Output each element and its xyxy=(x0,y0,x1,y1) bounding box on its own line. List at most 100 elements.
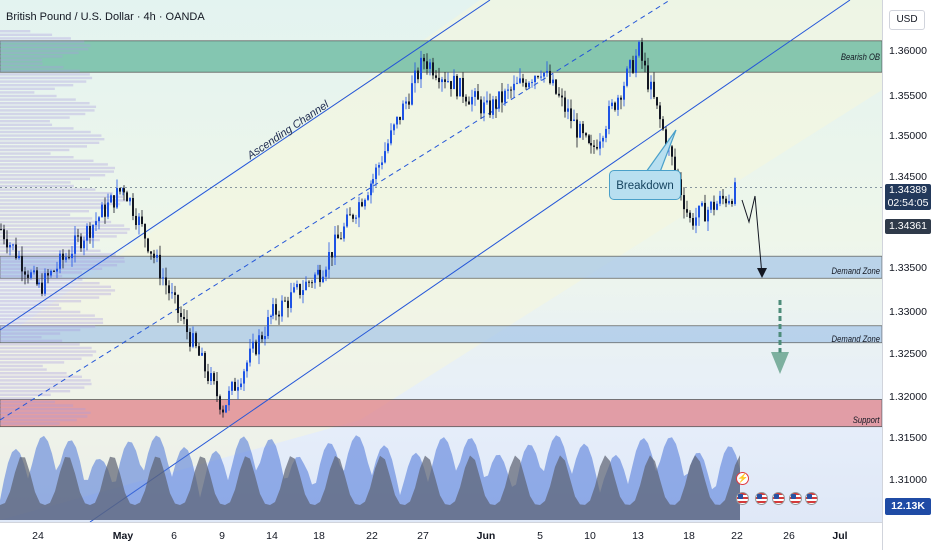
volume-profile-bar xyxy=(0,148,70,152)
time-tick: 18 xyxy=(683,530,695,542)
volume-profile-bar xyxy=(0,206,108,209)
candle-body xyxy=(92,225,94,238)
candle-body xyxy=(608,106,610,130)
candle-body xyxy=(281,300,283,317)
us-flag-icon[interactable] xyxy=(736,492,749,505)
volume-profile-bar xyxy=(0,321,104,324)
time-tick: 10 xyxy=(584,530,596,542)
time-tick: 5 xyxy=(537,530,543,542)
candle-body xyxy=(287,300,289,308)
candle-body xyxy=(243,371,245,384)
candle-body xyxy=(264,336,266,340)
zone-1 xyxy=(0,255,882,279)
candle-body xyxy=(647,65,649,90)
candle-body xyxy=(101,204,103,218)
channel-upper-line xyxy=(0,0,491,331)
candle-body xyxy=(531,82,533,84)
candle-body xyxy=(501,91,503,103)
chart-canvas[interactable]: British Pound / U.S. Dollar · 4h · OANDA… xyxy=(0,0,882,522)
lightning-icon[interactable]: ⚡ xyxy=(736,472,749,485)
candle-body xyxy=(27,274,29,278)
candle-body xyxy=(246,362,248,372)
time-tick: 22 xyxy=(366,530,378,542)
us-flag-icon[interactable] xyxy=(772,492,785,505)
us-flag-icon[interactable] xyxy=(789,492,802,505)
candle-body xyxy=(510,89,512,91)
candle-body xyxy=(558,93,560,96)
candle-body xyxy=(83,240,85,249)
volume-profile-bar xyxy=(0,98,76,101)
volume-profile-bar xyxy=(0,303,59,306)
candle-body xyxy=(147,238,149,252)
candle-body xyxy=(384,151,386,163)
candle-body xyxy=(725,198,727,204)
volume-profile-bar xyxy=(0,386,85,389)
candle-body xyxy=(710,201,712,210)
candle-body xyxy=(195,333,197,347)
candle-body xyxy=(47,273,49,276)
candle-body xyxy=(346,214,348,227)
volume-profile-bar xyxy=(0,271,82,274)
volume-profile-bar xyxy=(0,156,74,159)
volume-profile-bar xyxy=(0,397,34,400)
candle-body xyxy=(474,91,476,97)
volume-profile-bar xyxy=(0,213,71,216)
candle-body xyxy=(355,217,357,219)
candle-body xyxy=(62,253,64,260)
candle-body xyxy=(617,97,619,110)
volume-profile-bar xyxy=(0,292,112,296)
candle-body xyxy=(317,269,319,275)
price-tick: 1.31500 xyxy=(889,432,927,444)
us-flag-icon[interactable] xyxy=(805,492,818,505)
candle-body xyxy=(129,198,131,202)
time-tick: May xyxy=(112,530,134,542)
volume-profile-bar xyxy=(0,174,106,177)
volume-profile-bar xyxy=(0,357,82,360)
candle-body xyxy=(513,83,515,91)
candle-body xyxy=(456,75,458,97)
zone-label-bearish-ob: Bearish OB xyxy=(840,52,880,62)
volume-profile-bar xyxy=(0,87,55,90)
volume-profile-bar xyxy=(0,145,88,148)
candle-body xyxy=(611,102,613,107)
candle-body xyxy=(516,82,518,84)
time-tick: 13 xyxy=(632,530,644,542)
candle-body xyxy=(278,314,280,317)
candle-body xyxy=(650,81,652,90)
candle-body xyxy=(33,270,35,273)
time-tick: 6 xyxy=(171,530,177,542)
candle-body xyxy=(3,229,5,240)
candle-body xyxy=(540,76,542,78)
time-tick: 14 xyxy=(266,530,278,542)
volume-profile-bar xyxy=(0,66,64,69)
volume-profile-bar xyxy=(0,246,81,249)
current-price: 1.34389 xyxy=(889,184,927,196)
close-price-tag: 1.34361 xyxy=(885,219,931,234)
candle-body xyxy=(9,245,11,248)
time-tick: 24 xyxy=(32,530,44,542)
price-chart[interactable] xyxy=(0,0,882,522)
candle-body xyxy=(387,143,389,152)
candle-body xyxy=(549,70,551,84)
price-scale[interactable]: USD 1.36000 1.35500 1.35000 1.34500 1.33… xyxy=(882,0,932,550)
candle-body xyxy=(537,76,539,78)
candle-body xyxy=(375,167,377,180)
candle-body xyxy=(183,316,185,320)
currency-button[interactable]: USD xyxy=(889,10,925,30)
volume-profile-bar xyxy=(0,109,95,112)
candle-body xyxy=(116,188,118,208)
us-flag-icon[interactable] xyxy=(755,492,768,505)
price-tick: 1.32000 xyxy=(889,391,927,403)
volume-profile-bar xyxy=(0,188,96,191)
candle-body xyxy=(426,61,428,69)
candle-body xyxy=(174,292,176,296)
time-tick: 18 xyxy=(313,530,325,542)
volume-profile-bar xyxy=(0,228,130,231)
volume-profile-bar xyxy=(0,48,89,51)
candle-body xyxy=(168,285,170,294)
candle-body xyxy=(683,195,685,210)
volume-profile-bar xyxy=(0,361,65,364)
candle-body xyxy=(275,304,277,315)
candle-body xyxy=(305,281,307,291)
time-scale[interactable]: 24 May 6 9 14 18 22 27 Jun 5 10 13 18 22 26 Jul xyxy=(0,522,882,550)
